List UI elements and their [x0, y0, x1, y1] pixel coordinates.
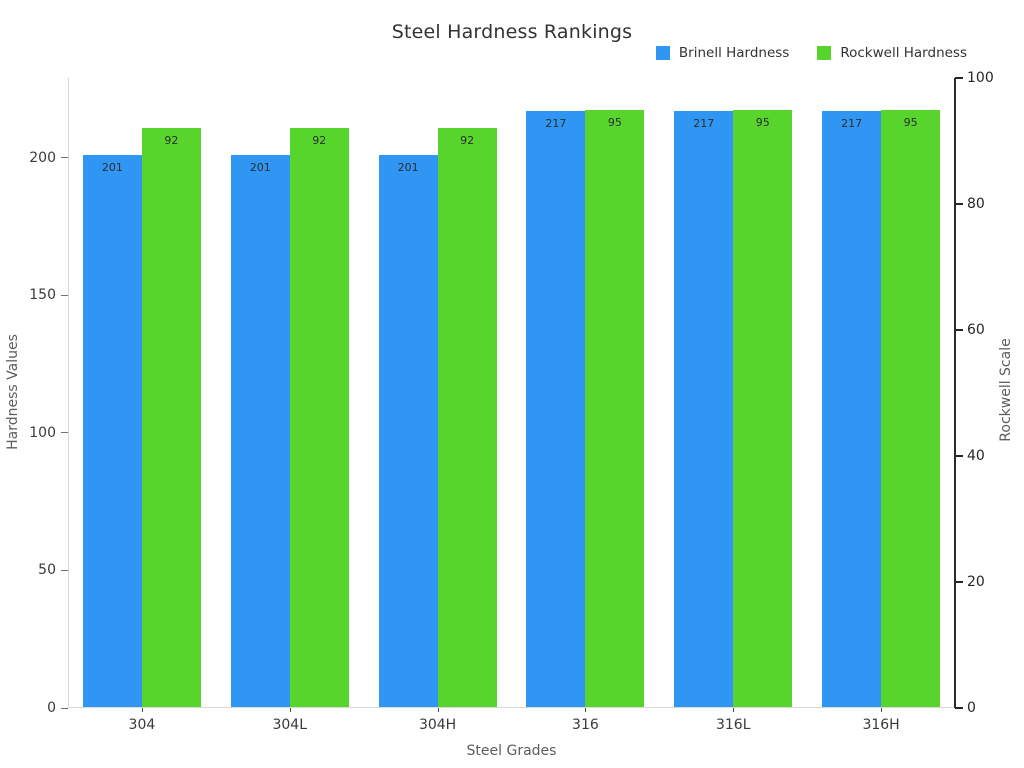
bar-value-label: 92: [460, 134, 475, 148]
bar-brinell-304: 201: [82, 155, 142, 708]
right-axis-tick: [955, 203, 963, 205]
bar-brinell-316H: 217: [822, 111, 882, 708]
right-axis-tick: [955, 581, 963, 583]
bar-rockwell-304: 92: [141, 128, 201, 708]
legend-item-rockwell: Rockwell Hardness: [817, 45, 967, 61]
bar-brinell-304H: 201: [378, 155, 438, 708]
bar-rockwell-316: 95: [585, 109, 645, 708]
x-axis-tick: [585, 708, 587, 712]
x-axis-title: Steel Grades: [466, 743, 557, 759]
bar-value-label: 201: [397, 161, 419, 175]
bar-rockwell-316H: 95: [881, 109, 941, 708]
bar-value-label: 95: [755, 115, 770, 129]
right-axis-tick: [955, 329, 963, 331]
legend-label-brinell: Brinell Hardness: [678, 45, 790, 61]
right-axis-tick: [955, 455, 963, 457]
legend-swatch-brinell-icon: [655, 46, 670, 60]
left-axis-tick: [61, 569, 68, 571]
chart-title: Steel Hardness Rankings: [391, 21, 633, 43]
bar-value-label: 201: [101, 161, 123, 175]
x-axis-tick-label: 304L: [272, 717, 308, 733]
legend: Brinell Hardness Rockwell Hardness: [655, 45, 967, 61]
left-axis-spine: [68, 78, 69, 708]
x-axis-tick-label: 316: [572, 717, 599, 733]
bar-value-label: 95: [903, 115, 918, 129]
left-axis-title: Hardness Values: [5, 334, 21, 450]
bar-value-label: 92: [312, 134, 327, 148]
right-axis-tick: [955, 707, 963, 709]
x-axis-tick: [437, 708, 439, 712]
left-axis-tick-label: 200: [29, 149, 56, 166]
bar-rockwell-316L: 95: [733, 109, 793, 708]
bar-value-label: 95: [607, 115, 622, 129]
x-axis-tick-label: 316L: [715, 717, 751, 733]
bar-brinell-316: 217: [526, 111, 586, 708]
left-axis-tick-label: 150: [29, 287, 56, 304]
legend-label-rockwell: Rockwell Hardness: [840, 45, 967, 61]
bar-brinell-304L: 201: [230, 155, 290, 708]
bar-value-label: 217: [693, 117, 715, 131]
right-axis-tick-label: 80: [967, 196, 985, 212]
right-axis-tick-label: 0: [967, 700, 976, 716]
x-axis-tick: [141, 708, 143, 712]
left-axis-tick: [61, 294, 68, 296]
plot-area: 0 50 100 150 200 0 20 40 60 80 100 304 304L 304H 316 31…: [29, 70, 993, 733]
legend-swatch-rockwell-icon: [817, 46, 832, 60]
right-axis-title: Rockwell Scale: [998, 338, 1014, 442]
x-axis-tick-label: 304: [128, 717, 156, 733]
right-axis-tick-label: 60: [967, 322, 985, 338]
x-axis-tick: [733, 708, 735, 712]
bar-value-label: 217: [841, 117, 863, 131]
right-axis-tick-label: 100: [967, 70, 994, 86]
right-axis-tick-label: 20: [967, 574, 985, 590]
bar-value-label: 201: [249, 161, 271, 175]
bar-value-label: 92: [164, 134, 179, 148]
left-axis-tick-label: 0: [47, 700, 56, 716]
x-axis-tick: [289, 708, 291, 712]
bottom-axis-spine: [68, 707, 955, 708]
x-axis-tick: [881, 708, 883, 712]
right-axis-spine: [954, 78, 956, 708]
bar-value-label: 217: [545, 117, 567, 131]
right-axis-tick-label: 40: [967, 448, 985, 464]
x-axis-tick-label: 316H: [862, 717, 900, 733]
left-axis-tick: [61, 157, 68, 159]
bar-rockwell-304L: 92: [289, 128, 349, 708]
left-axis-tick-label: 50: [38, 562, 56, 579]
bar-rockwell-304H: 92: [437, 128, 497, 708]
left-axis-tick: [61, 432, 68, 434]
left-axis-tick: [61, 707, 68, 709]
bar-brinell-316L: 217: [674, 111, 734, 708]
left-axis-tick-label: 100: [29, 424, 56, 441]
legend-item-brinell: Brinell Hardness: [655, 45, 790, 61]
x-axis-tick-label: 304H: [418, 717, 457, 733]
right-axis-tick: [955, 77, 963, 79]
